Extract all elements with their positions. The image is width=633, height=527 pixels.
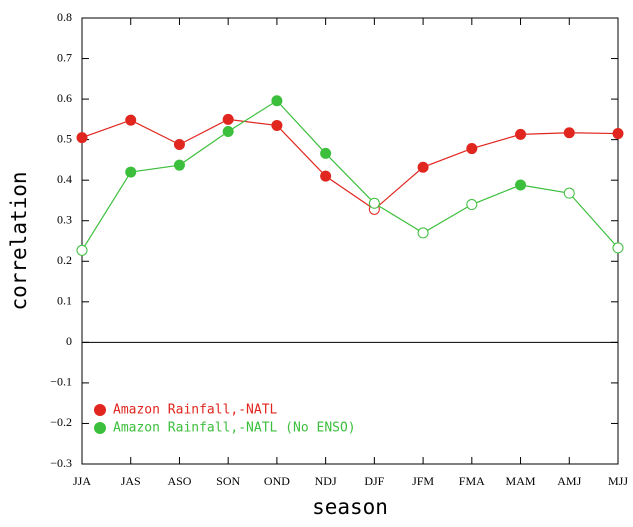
x-tick-label: JAS — [121, 474, 141, 488]
y-tick-label: −0.2 — [50, 415, 72, 429]
data-point — [320, 147, 332, 159]
data-point — [612, 242, 624, 254]
data-point — [76, 132, 88, 144]
y-axis-title: correlation — [7, 171, 31, 310]
legend-label: Amazon Rainfall,-NATL — [113, 403, 278, 418]
x-axis-title: season — [312, 495, 388, 519]
y-tick-label: 0.3 — [57, 212, 72, 226]
series-line — [81, 99, 619, 251]
data-point — [368, 197, 380, 209]
x-tick-label: OND — [264, 474, 290, 488]
data-point — [466, 199, 478, 211]
legend-label: Amazon Rainfall,-NATL (No ENSO) — [113, 421, 356, 436]
x-tick-label: DJF — [364, 474, 384, 488]
y-tick-label: 0.7 — [57, 50, 72, 64]
series-line — [81, 118, 619, 211]
x-tick-label: SON — [216, 474, 240, 488]
data-point — [271, 95, 283, 107]
x-tick-label: NDJ — [315, 474, 337, 488]
data-point — [76, 244, 88, 256]
data-point — [222, 113, 234, 125]
data-point — [173, 139, 185, 151]
y-tick-label: −0.1 — [50, 375, 72, 389]
x-tick-label: FMA — [459, 474, 485, 488]
data-point — [466, 143, 478, 155]
y-tick-label: 0.2 — [57, 253, 72, 267]
x-tick-label: AMJ — [557, 474, 581, 488]
y-tick-label: 0.8 — [57, 10, 72, 24]
legend-marker — [94, 422, 106, 434]
data-point — [222, 126, 234, 138]
y-tick-label: 0.1 — [57, 294, 72, 308]
data-point — [612, 128, 624, 140]
data-point — [563, 187, 575, 199]
y-tick-label: 0 — [66, 334, 72, 348]
data-point — [125, 166, 137, 178]
y-tick-label: 0.5 — [57, 131, 72, 145]
x-tick-label: MJJ — [608, 474, 628, 488]
data-point — [417, 161, 429, 173]
x-tick-label: ASO — [167, 474, 191, 488]
data-point — [515, 128, 527, 140]
y-tick-label: 0.4 — [57, 172, 72, 186]
y-tick-label: −0.3 — [50, 456, 72, 470]
x-tick-label: JJA — [73, 474, 91, 488]
data-point — [271, 119, 283, 131]
legend-marker — [94, 404, 106, 416]
data-point — [320, 170, 332, 182]
data-point — [125, 114, 137, 126]
data-point — [417, 227, 429, 239]
y-tick-label: 0.6 — [57, 91, 72, 105]
data-point — [515, 179, 527, 191]
plot-frame — [81, 17, 619, 465]
x-tick-label: MAM — [506, 474, 536, 488]
x-tick-label: JFM — [412, 474, 434, 488]
data-point — [173, 159, 185, 171]
data-point — [563, 127, 575, 139]
